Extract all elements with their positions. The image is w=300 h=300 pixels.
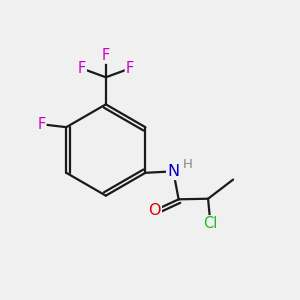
Text: F: F [102, 48, 110, 63]
Text: F: F [78, 61, 86, 76]
Text: N: N [167, 164, 179, 179]
Text: F: F [126, 61, 134, 76]
Text: H: H [182, 158, 192, 171]
Text: Cl: Cl [203, 216, 218, 231]
Text: F: F [37, 117, 45, 132]
Text: O: O [148, 203, 161, 218]
